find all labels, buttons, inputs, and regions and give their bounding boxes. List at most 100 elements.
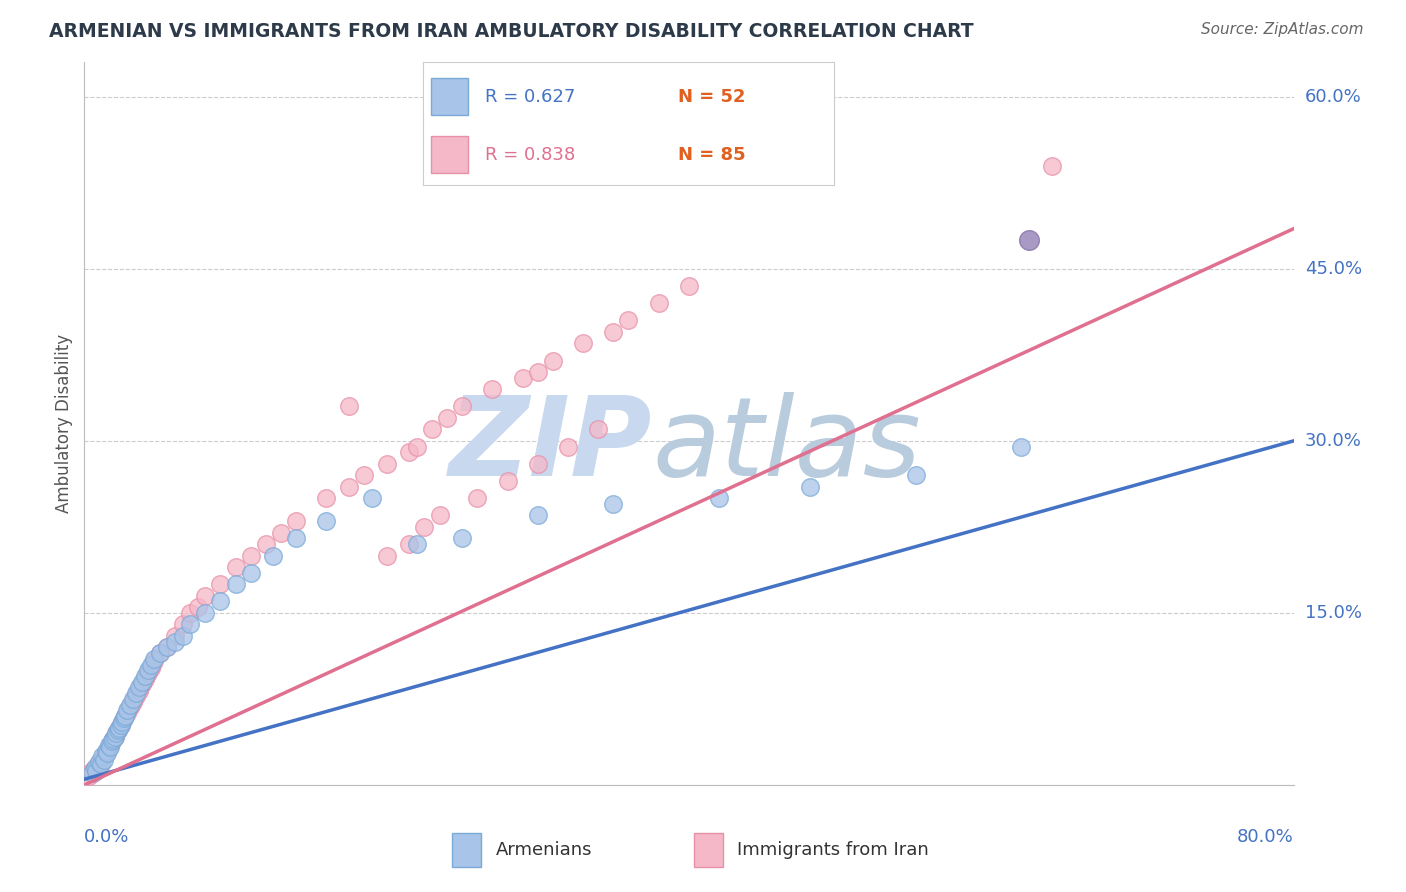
Point — [527, 457, 550, 471]
Point — [194, 606, 217, 620]
Point — [239, 549, 262, 563]
Point — [179, 606, 201, 620]
Point — [141, 657, 163, 672]
Point — [127, 686, 149, 700]
Point — [136, 665, 159, 680]
Point — [80, 764, 103, 779]
Text: 60.0%: 60.0% — [1305, 87, 1361, 106]
Point — [90, 757, 112, 772]
Point — [122, 692, 145, 706]
Point — [375, 457, 398, 471]
Point — [1011, 440, 1033, 454]
Point — [481, 382, 503, 396]
Text: 0.0%: 0.0% — [84, 829, 129, 847]
Point — [96, 743, 118, 757]
Point — [84, 761, 107, 775]
Point — [89, 759, 111, 773]
Point — [101, 732, 124, 747]
Point — [134, 669, 156, 683]
Point — [114, 709, 136, 723]
Point — [121, 695, 143, 709]
Point — [125, 689, 148, 703]
Point — [156, 640, 179, 655]
Point — [337, 400, 360, 414]
Point — [120, 698, 142, 712]
Text: atlas: atlas — [652, 392, 921, 499]
Point — [172, 629, 194, 643]
Point — [156, 640, 179, 655]
Point — [94, 746, 117, 760]
Point — [128, 681, 150, 695]
Point — [602, 497, 624, 511]
Point — [527, 365, 550, 379]
Point — [112, 711, 135, 725]
Text: 80.0%: 80.0% — [1237, 829, 1294, 847]
Point — [117, 703, 139, 717]
Point — [413, 520, 436, 534]
Point — [91, 749, 114, 764]
Point — [496, 474, 519, 488]
Point — [398, 537, 420, 551]
Point — [138, 663, 160, 677]
Text: ZIP: ZIP — [449, 392, 652, 499]
Point — [77, 769, 100, 783]
Point — [315, 514, 337, 528]
Point — [96, 746, 118, 760]
Point — [648, 296, 671, 310]
Point — [131, 674, 153, 689]
Point — [406, 440, 429, 454]
Point — [105, 726, 128, 740]
Point — [80, 766, 103, 780]
Point — [285, 514, 308, 528]
Point — [108, 721, 131, 735]
Point — [86, 764, 108, 779]
Point — [110, 718, 132, 732]
Point — [262, 549, 284, 563]
Point — [1018, 233, 1040, 247]
Point — [135, 669, 157, 683]
Point — [98, 740, 121, 755]
Point — [105, 726, 128, 740]
Point — [97, 741, 120, 756]
Point — [149, 646, 172, 660]
Point — [678, 279, 700, 293]
Point — [512, 371, 534, 385]
Point — [91, 753, 114, 767]
Point — [360, 491, 382, 506]
Point — [82, 766, 104, 780]
Point — [93, 749, 115, 764]
Point — [209, 577, 232, 591]
Point — [557, 440, 579, 454]
Point — [187, 600, 209, 615]
Text: 15.0%: 15.0% — [1305, 604, 1361, 622]
Point — [315, 491, 337, 506]
Point — [136, 663, 159, 677]
Point — [337, 480, 360, 494]
Point — [194, 589, 217, 603]
Point — [1040, 159, 1063, 173]
Point — [904, 468, 927, 483]
Point — [90, 755, 112, 769]
Point — [84, 761, 107, 775]
Point — [142, 654, 165, 668]
Point — [139, 657, 162, 672]
Point — [142, 652, 165, 666]
Text: 45.0%: 45.0% — [1305, 260, 1362, 278]
Point — [420, 422, 443, 436]
Point — [285, 532, 308, 546]
Point — [436, 411, 458, 425]
Point — [165, 629, 187, 643]
Point — [375, 549, 398, 563]
Point — [100, 734, 122, 748]
Point — [541, 353, 564, 368]
Text: Source: ZipAtlas.com: Source: ZipAtlas.com — [1201, 22, 1364, 37]
Point — [107, 723, 129, 737]
Point — [93, 753, 115, 767]
Point — [165, 634, 187, 648]
Point — [451, 400, 474, 414]
Point — [89, 755, 111, 769]
Point — [128, 684, 150, 698]
Text: 30.0%: 30.0% — [1305, 432, 1361, 450]
Point — [112, 711, 135, 725]
Text: ARMENIAN VS IMMIGRANTS FROM IRAN AMBULATORY DISABILITY CORRELATION CHART: ARMENIAN VS IMMIGRANTS FROM IRAN AMBULAT… — [49, 22, 974, 41]
